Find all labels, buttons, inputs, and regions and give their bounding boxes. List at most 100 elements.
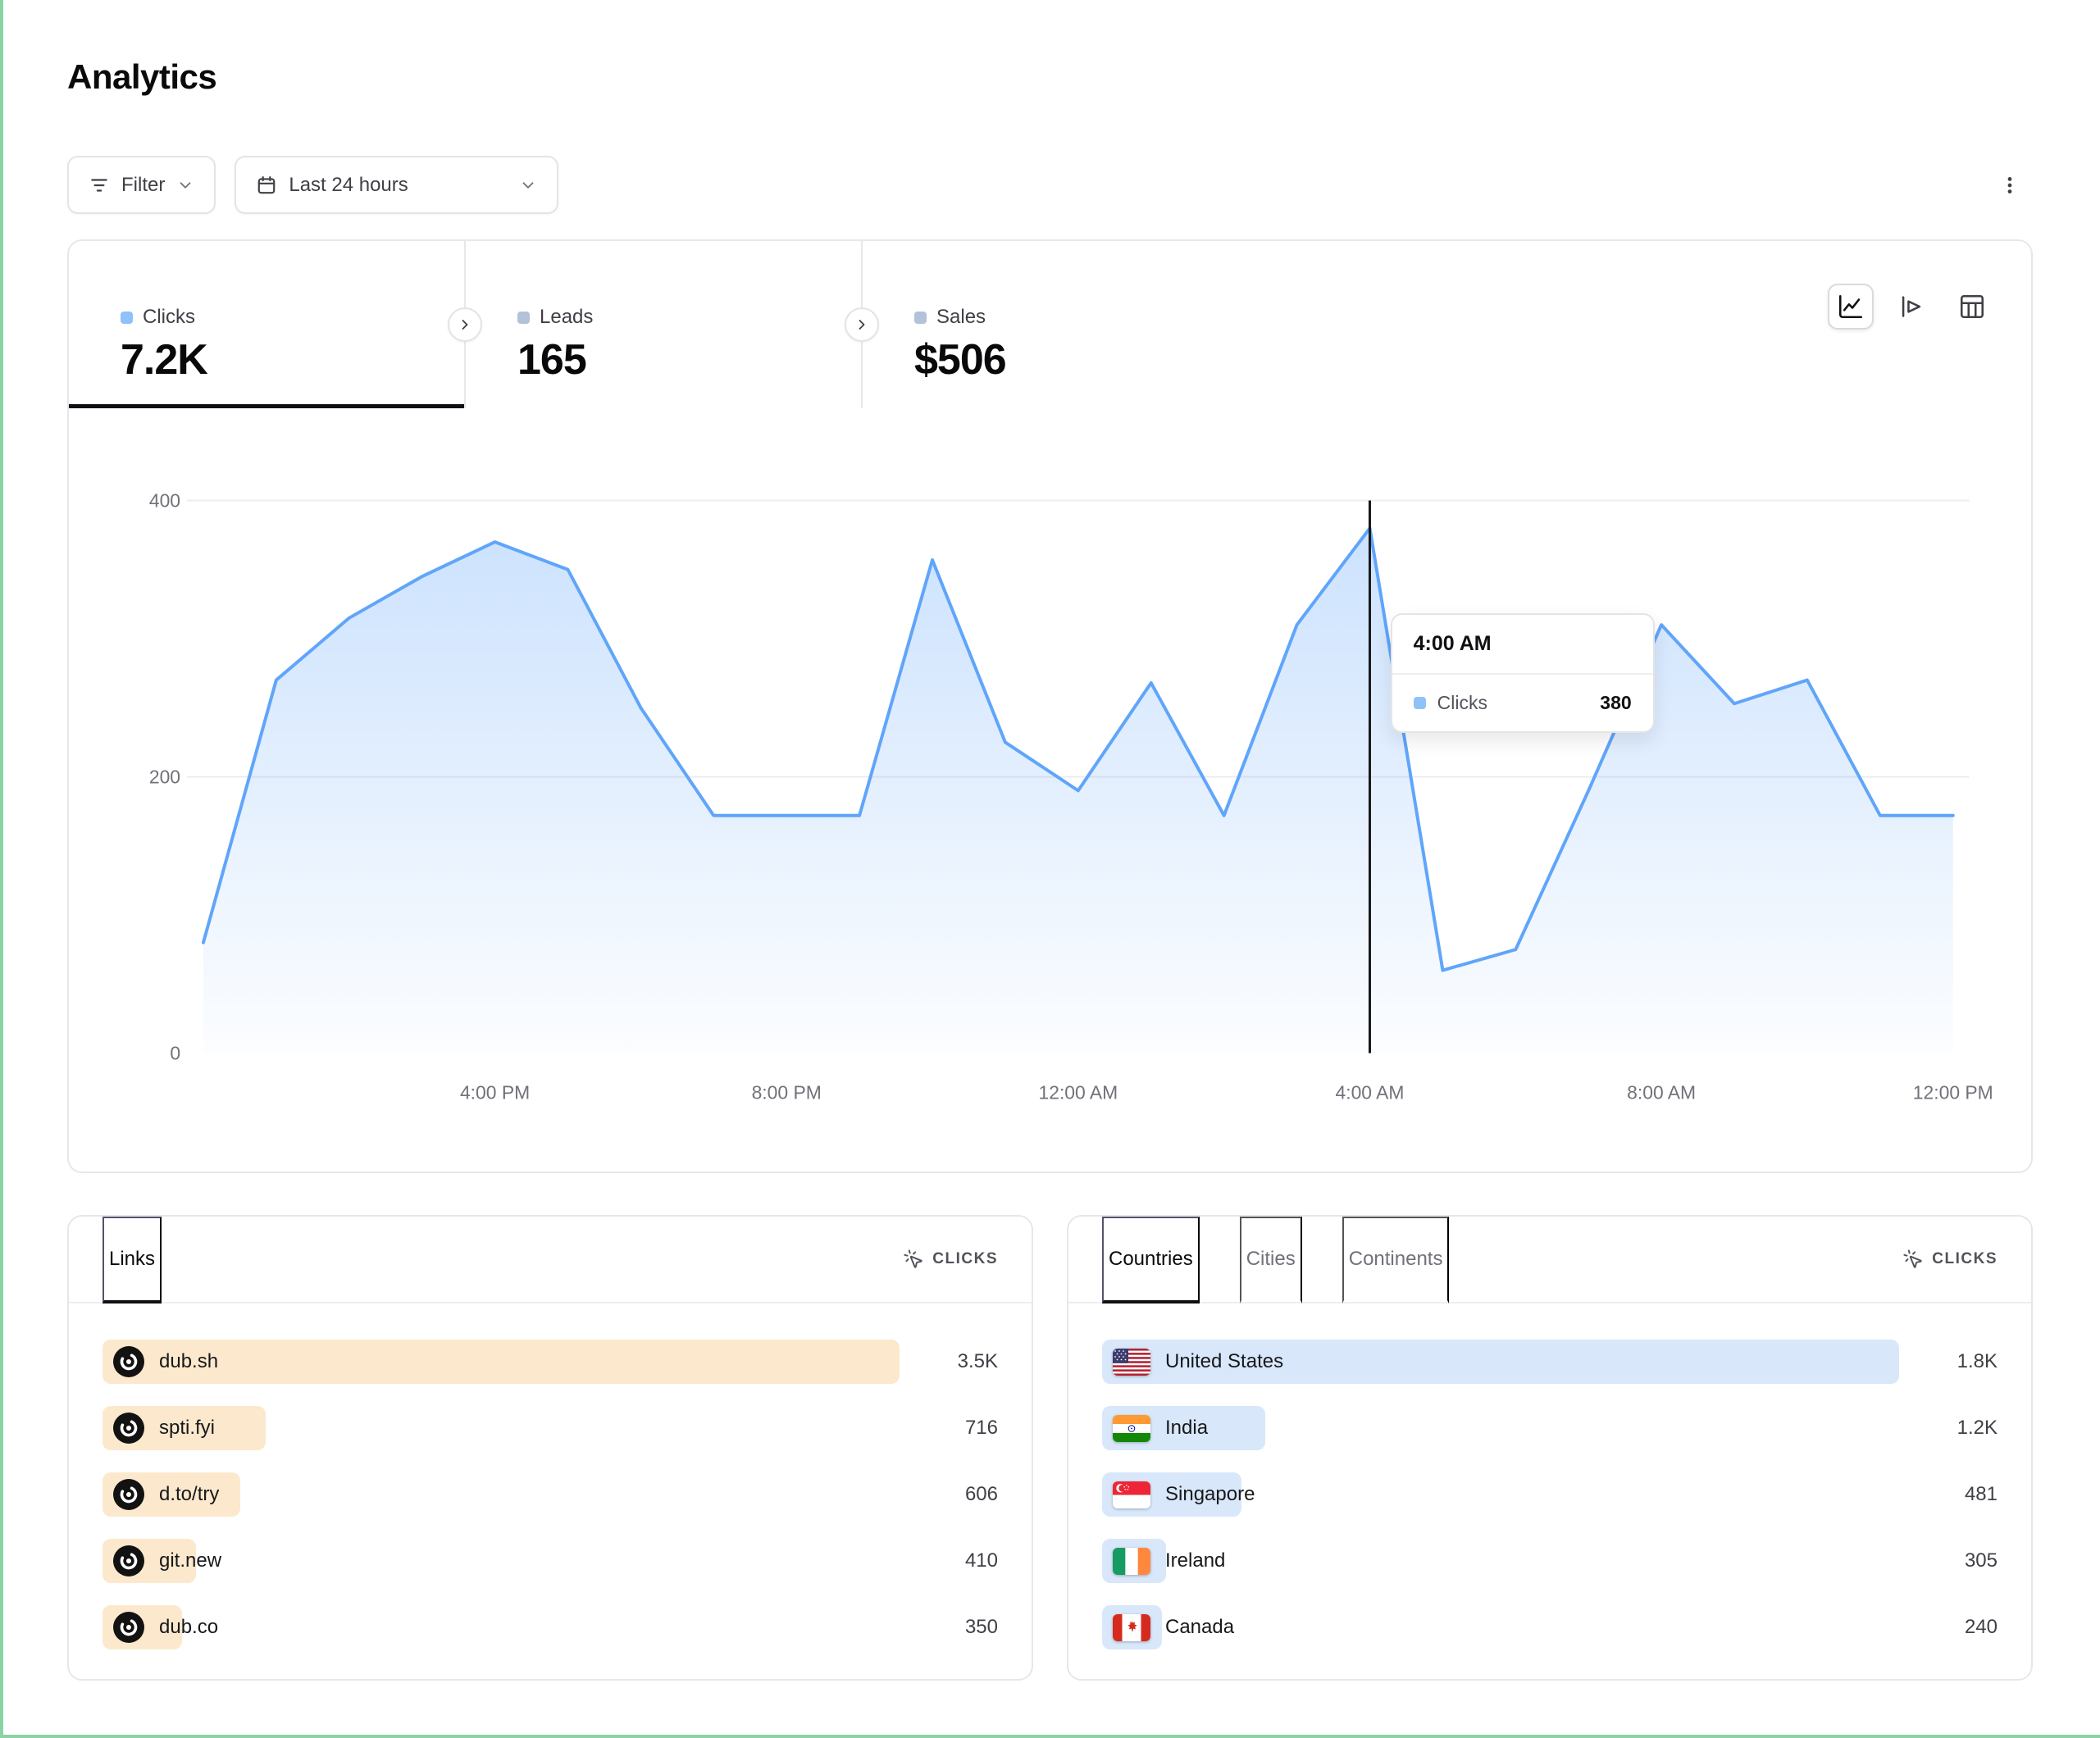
- item-value: 240: [1964, 1616, 1998, 1638]
- item-bar: [1102, 1340, 1899, 1384]
- item-value: 410: [964, 1549, 998, 1572]
- leads-legend-swatch: [517, 311, 530, 324]
- dub-logo-icon: [113, 1346, 144, 1377]
- filter-lines-icon: [89, 175, 110, 196]
- item-bar-track: git.new: [102, 1539, 900, 1583]
- item-content: dub.sh: [102, 1340, 900, 1384]
- stat-tab-leads[interactable]: Leads 165: [466, 241, 861, 408]
- item-value: 606: [964, 1483, 998, 1505]
- list-item[interactable]: Canada 240: [1102, 1605, 1998, 1649]
- list-item[interactable]: Ireland 305: [1102, 1539, 1998, 1583]
- line-chart-toggle[interactable]: [1828, 284, 1874, 330]
- tooltip-series-label: Clicks: [1437, 692, 1487, 713]
- item-bar-track: d.to/try: [102, 1472, 900, 1517]
- list-item[interactable]: dub.sh 3.5K: [102, 1340, 998, 1384]
- item-value: 3.5K: [957, 1350, 998, 1372]
- item-bar-track: India: [1102, 1406, 1899, 1450]
- item-content: United States: [1102, 1340, 1899, 1384]
- links-panel-header: Links CLICKS: [69, 1217, 1032, 1304]
- item-label: Singapore: [1165, 1483, 1255, 1505]
- list-item[interactable]: United States 1.8K: [1102, 1340, 1998, 1384]
- list-item[interactable]: Singapore 481: [1102, 1472, 1998, 1517]
- stat-label: Clicks: [143, 306, 195, 328]
- active-tab-underline: [69, 404, 464, 408]
- chevron-down-icon: [519, 176, 537, 194]
- countries-metric-selector[interactable]: CLICKS: [1902, 1217, 1998, 1302]
- stat-divider: [448, 241, 482, 408]
- stat-label: Leads: [540, 306, 594, 328]
- item-content: dub.co: [102, 1605, 900, 1649]
- more-options-button[interactable]: [1987, 162, 2033, 208]
- stat-label: Sales: [936, 306, 986, 328]
- list-item[interactable]: dub.co 350: [102, 1605, 998, 1649]
- chevron-down-icon: [176, 176, 194, 194]
- expand-sales-button[interactable]: [845, 307, 879, 342]
- item-label: United States: [1165, 1350, 1284, 1372]
- stat-tab-sales[interactable]: Sales $506: [863, 241, 1258, 408]
- date-range-button[interactable]: Last 24 hours: [235, 156, 559, 214]
- svg-text:4:00 AM: 4:00 AM: [1335, 1081, 1404, 1103]
- flag-icon-ie: [1113, 1547, 1150, 1575]
- stat-value: $506: [914, 336, 1007, 384]
- filter-button[interactable]: Filter: [67, 156, 216, 214]
- breakdown-panels: Links CLICKS dub.sh 3.5K spti.fyi 716 d.to/t…: [67, 1215, 2033, 1681]
- item-bar-track: dub.co: [102, 1605, 900, 1649]
- stat-tab-clicks[interactable]: Clicks 7.2K: [69, 241, 464, 408]
- countries-panel: Countries Cities Continents CLICKS Unite…: [1067, 1215, 2033, 1681]
- countries-panel-header: Countries Cities Continents CLICKS: [1068, 1217, 2031, 1304]
- links-list: dub.sh 3.5K spti.fyi 716 d.to/try 606 git.new 4…: [69, 1304, 1032, 1649]
- links-metric-selector[interactable]: CLICKS: [903, 1217, 998, 1302]
- flag-icon-ca: [1113, 1613, 1150, 1641]
- table-grid-icon: [1960, 294, 1984, 319]
- tab-cities[interactable]: Cities: [1239, 1217, 1302, 1304]
- cursor-click-icon: [903, 1249, 924, 1270]
- item-value: 1.2K: [1957, 1417, 1998, 1439]
- item-label: spti.fyi: [159, 1417, 216, 1439]
- item-bar-track: United States: [1102, 1340, 1899, 1384]
- funnel-chart-toggle[interactable]: [1888, 284, 1934, 330]
- clicks-chart[interactable]: 0 200 400 4:00 PM 8:00 PM 12:00 AM 4:00 AM 8:00…: [69, 408, 2031, 1172]
- item-content: India: [1102, 1406, 1899, 1450]
- item-content: d.to/try: [102, 1472, 900, 1517]
- page-title: Analytics: [67, 57, 217, 96]
- flag-icon-in: [1113, 1414, 1150, 1442]
- chart-tooltip: 4:00 AM Clicks 380: [1390, 613, 1655, 733]
- table-view-toggle[interactable]: [1949, 284, 1995, 330]
- svg-text:8:00 AM: 8:00 AM: [1627, 1081, 1696, 1103]
- item-bar-track: spti.fyi: [102, 1406, 900, 1450]
- item-content: spti.fyi: [102, 1406, 900, 1450]
- metric-label: CLICKS: [1932, 1250, 1998, 1267]
- list-item[interactable]: git.new 410: [102, 1539, 998, 1583]
- svg-text:0: 0: [170, 1043, 180, 1064]
- stat-value: 165: [517, 336, 587, 384]
- item-label: d.to/try: [159, 1483, 220, 1505]
- analytics-page: Analytics Filter Last 24 hours: [3, 0, 2100, 1681]
- item-label: git.new: [159, 1549, 222, 1572]
- tooltip-value: 380: [1600, 692, 1632, 713]
- dub-logo-icon: [113, 1612, 144, 1643]
- tab-links[interactable]: Links: [102, 1217, 162, 1304]
- item-bar-track: dub.sh: [102, 1340, 900, 1384]
- tab-countries[interactable]: Countries: [1102, 1217, 1200, 1304]
- sales-legend-swatch: [914, 311, 927, 324]
- expand-leads-button[interactable]: [448, 307, 482, 342]
- svg-text:400: 400: [149, 489, 180, 511]
- chevron-right-icon: [462, 320, 468, 330]
- item-value: 716: [964, 1417, 998, 1439]
- tooltip-series-swatch: [1413, 697, 1426, 709]
- list-item[interactable]: d.to/try 606: [102, 1472, 998, 1517]
- list-item[interactable]: spti.fyi 716: [102, 1406, 998, 1450]
- flag-icon-sg: [1113, 1481, 1150, 1508]
- clicks-chart-svg[interactable]: 0 200 400 4:00 PM 8:00 PM 12:00 AM 4:00 AM 8:00…: [69, 408, 2031, 1172]
- kebab-menu-icon: [1999, 175, 2020, 196]
- dub-logo-icon: [113, 1545, 144, 1576]
- item-bar-track: Canada: [1102, 1605, 1899, 1649]
- item-label: dub.sh: [159, 1350, 219, 1372]
- item-value: 350: [964, 1616, 998, 1638]
- svg-text:12:00 PM: 12:00 PM: [1913, 1081, 1993, 1103]
- tab-continents[interactable]: Continents: [1342, 1217, 1450, 1304]
- cursor-click-icon: [1902, 1249, 1924, 1270]
- list-item[interactable]: India 1.2K: [1102, 1406, 1998, 1450]
- item-value: 481: [1964, 1483, 1998, 1505]
- tooltip-time: 4:00 AM: [1392, 615, 1653, 675]
